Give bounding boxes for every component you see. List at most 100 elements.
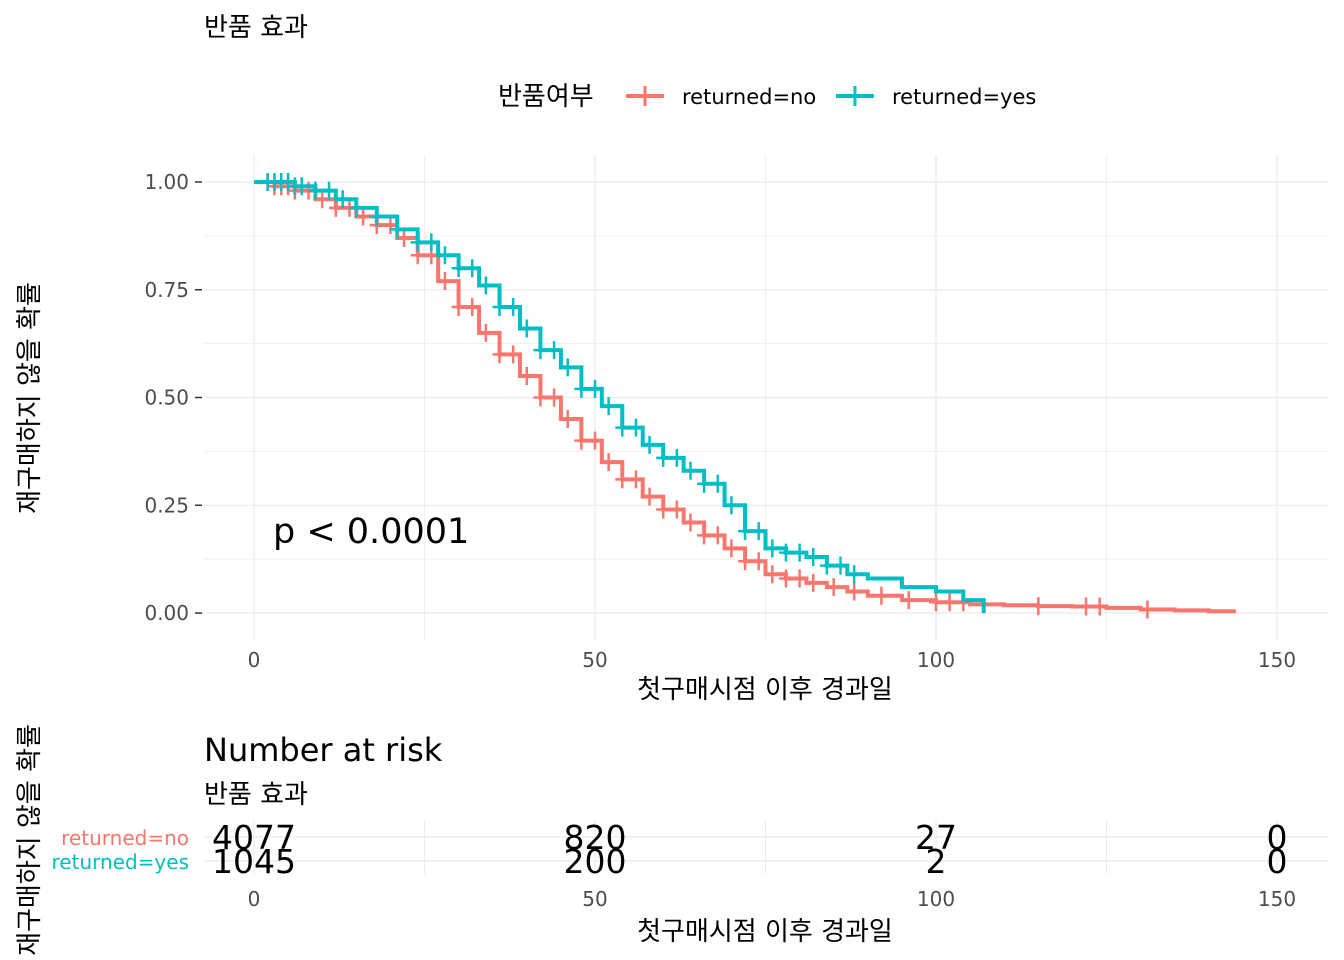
censor-mark-0-15 — [437, 272, 452, 291]
censor-mark-1-7 — [322, 181, 337, 200]
censor-mark-0-26 — [588, 431, 602, 450]
censor-mark-1-27 — [615, 418, 630, 437]
censor-mark-0-51 — [1079, 597, 1094, 616]
censor-mark-0-43 — [826, 578, 841, 597]
kaplan-meier-plot: 반품 효과 반품여부 returned=no returned=yes 0.00… — [15, 13, 1328, 705]
censor-mark-1-39 — [778, 543, 793, 562]
censor-mark-0-41 — [792, 569, 807, 588]
risk-row-label-0: returned=no — [61, 826, 189, 850]
censor-mark-1-18 — [492, 297, 507, 316]
risk-table-subtitle: 반품 효과 — [204, 780, 308, 810]
censor-mark-1-38 — [765, 539, 780, 558]
censor-mark-1-8 — [335, 190, 350, 209]
censor-mark-1-42 — [819, 556, 834, 575]
censor-mark-1-15 — [451, 259, 466, 278]
censor-mark-1-11 — [390, 220, 405, 239]
risk-table-rows: returned=no 4077 820 27 0 returned=yes 1045 200… — [52, 818, 1288, 881]
censor-mark-0-32 — [669, 500, 684, 519]
survival-curves — [254, 173, 1237, 619]
censor-mark-1-24 — [574, 379, 589, 398]
risk-table-grid — [204, 820, 1328, 874]
censor-mark-1-37 — [751, 522, 766, 541]
risk-value-0-2: 27 — [915, 818, 957, 857]
censor-mark-1-31 — [669, 448, 684, 467]
censor-mark-1-16 — [465, 259, 480, 278]
censor-mark-0-37 — [738, 552, 753, 571]
y-tick-label-1: 0.25 — [144, 493, 189, 517]
y-axis: 0.00 0.25 0.50 0.75 1.00 — [144, 170, 202, 625]
censor-mark-1-23 — [560, 358, 575, 377]
censor-mark-0-25 — [574, 431, 589, 450]
censor-mark-0-29 — [628, 470, 643, 489]
risk-x-tick-label-2: 100 — [917, 887, 955, 911]
legend-title: 반품여부 — [498, 82, 594, 112]
censor-mark-1-20 — [519, 319, 534, 338]
censor-mark-1-32 — [683, 461, 698, 480]
risk-x-tick-label-0: 0 — [248, 887, 261, 911]
risk-value-1-2: 2 — [926, 842, 947, 881]
plot-grid — [204, 155, 1328, 640]
censor-mark-0-35 — [710, 526, 725, 545]
legend-entry-yes: returned=yes — [836, 85, 1036, 109]
y-tick-label-2: 0.50 — [144, 386, 189, 410]
legend-entry-no: returned=no — [626, 85, 816, 109]
censor-mark-0-17 — [465, 297, 480, 316]
censor-mark-1-41 — [806, 547, 821, 566]
p-value-annotation: p < 0.0001 — [273, 512, 469, 552]
censor-mark-0-7 — [328, 198, 343, 217]
censor-mark-0-27 — [601, 453, 616, 472]
censor-mark-0-28 — [615, 470, 630, 489]
risk-row-label-1: returned=yes — [52, 850, 189, 874]
risk-table-title: Number at risk — [204, 731, 443, 769]
censor-mark-1-17 — [478, 276, 493, 295]
censor-mark-1-29 — [642, 435, 657, 454]
censor-mark-0-40 — [778, 569, 793, 588]
censor-mark-1-10 — [369, 207, 384, 226]
x-tick-label-0: 0 — [248, 648, 261, 672]
risk-value-0-0: 4077 — [212, 818, 296, 857]
risk-value-0-1: 820 — [564, 818, 627, 857]
y-tick-label-4: 1.00 — [144, 170, 189, 194]
censor-mark-1-26 — [601, 397, 616, 416]
censor-mark-0-45 — [874, 586, 889, 605]
censor-mark-1-25 — [588, 379, 602, 398]
y-axis-label: 재구매하지 않을 확률 — [15, 282, 45, 514]
censor-mark-1-19 — [506, 297, 521, 316]
censor-mark-1-33 — [697, 474, 712, 493]
censor-mark-1-40 — [792, 543, 807, 562]
y-tick-label-0: 0.00 — [144, 601, 189, 625]
censor-mark-0-42 — [806, 573, 821, 592]
x-tick-label-1: 50 — [582, 648, 607, 672]
censor-mark-0-50 — [1031, 597, 1046, 616]
censor-mark-0-31 — [656, 500, 671, 519]
x-axis: 0 50 100 150 — [248, 648, 1296, 672]
censor-mark-0-9 — [356, 207, 371, 226]
censor-mark-0-53 — [1140, 600, 1155, 619]
censor-mark-1-6 — [308, 181, 323, 200]
censor-mark-0-36 — [724, 539, 739, 558]
censor-mark-0-18 — [478, 323, 493, 342]
censor-mark-1-34 — [710, 474, 725, 493]
censor-mark-0-47 — [929, 593, 943, 612]
censor-mark-1-43 — [833, 556, 848, 575]
censor-mark-0-30 — [642, 487, 657, 506]
censor-mark-1-44 — [847, 565, 862, 584]
risk-x-tick-label-1: 50 — [582, 887, 607, 911]
censor-mark-0-12 — [397, 229, 412, 248]
risk-x-tick-label-3: 150 — [1258, 887, 1296, 911]
y-tick-label-3: 0.75 — [144, 278, 189, 302]
censor-mark-0-48 — [942, 593, 957, 612]
plot-title: 반품 효과 — [204, 13, 308, 43]
censor-mark-0-11 — [383, 216, 398, 235]
censor-mark-1-9 — [349, 198, 364, 217]
censor-mark-1-35 — [724, 496, 739, 515]
censor-mark-0-34 — [697, 526, 712, 545]
x-tick-label-2: 100 — [917, 648, 955, 672]
censor-mark-0-39 — [765, 565, 780, 584]
censor-mark-0-24 — [560, 410, 575, 429]
legend-label-no: returned=no — [682, 85, 816, 109]
censor-mark-0-19 — [492, 345, 507, 364]
censor-mark-1-36 — [738, 522, 753, 541]
censor-mark-1-13 — [424, 233, 439, 252]
censor-mark-0-22 — [533, 388, 548, 407]
